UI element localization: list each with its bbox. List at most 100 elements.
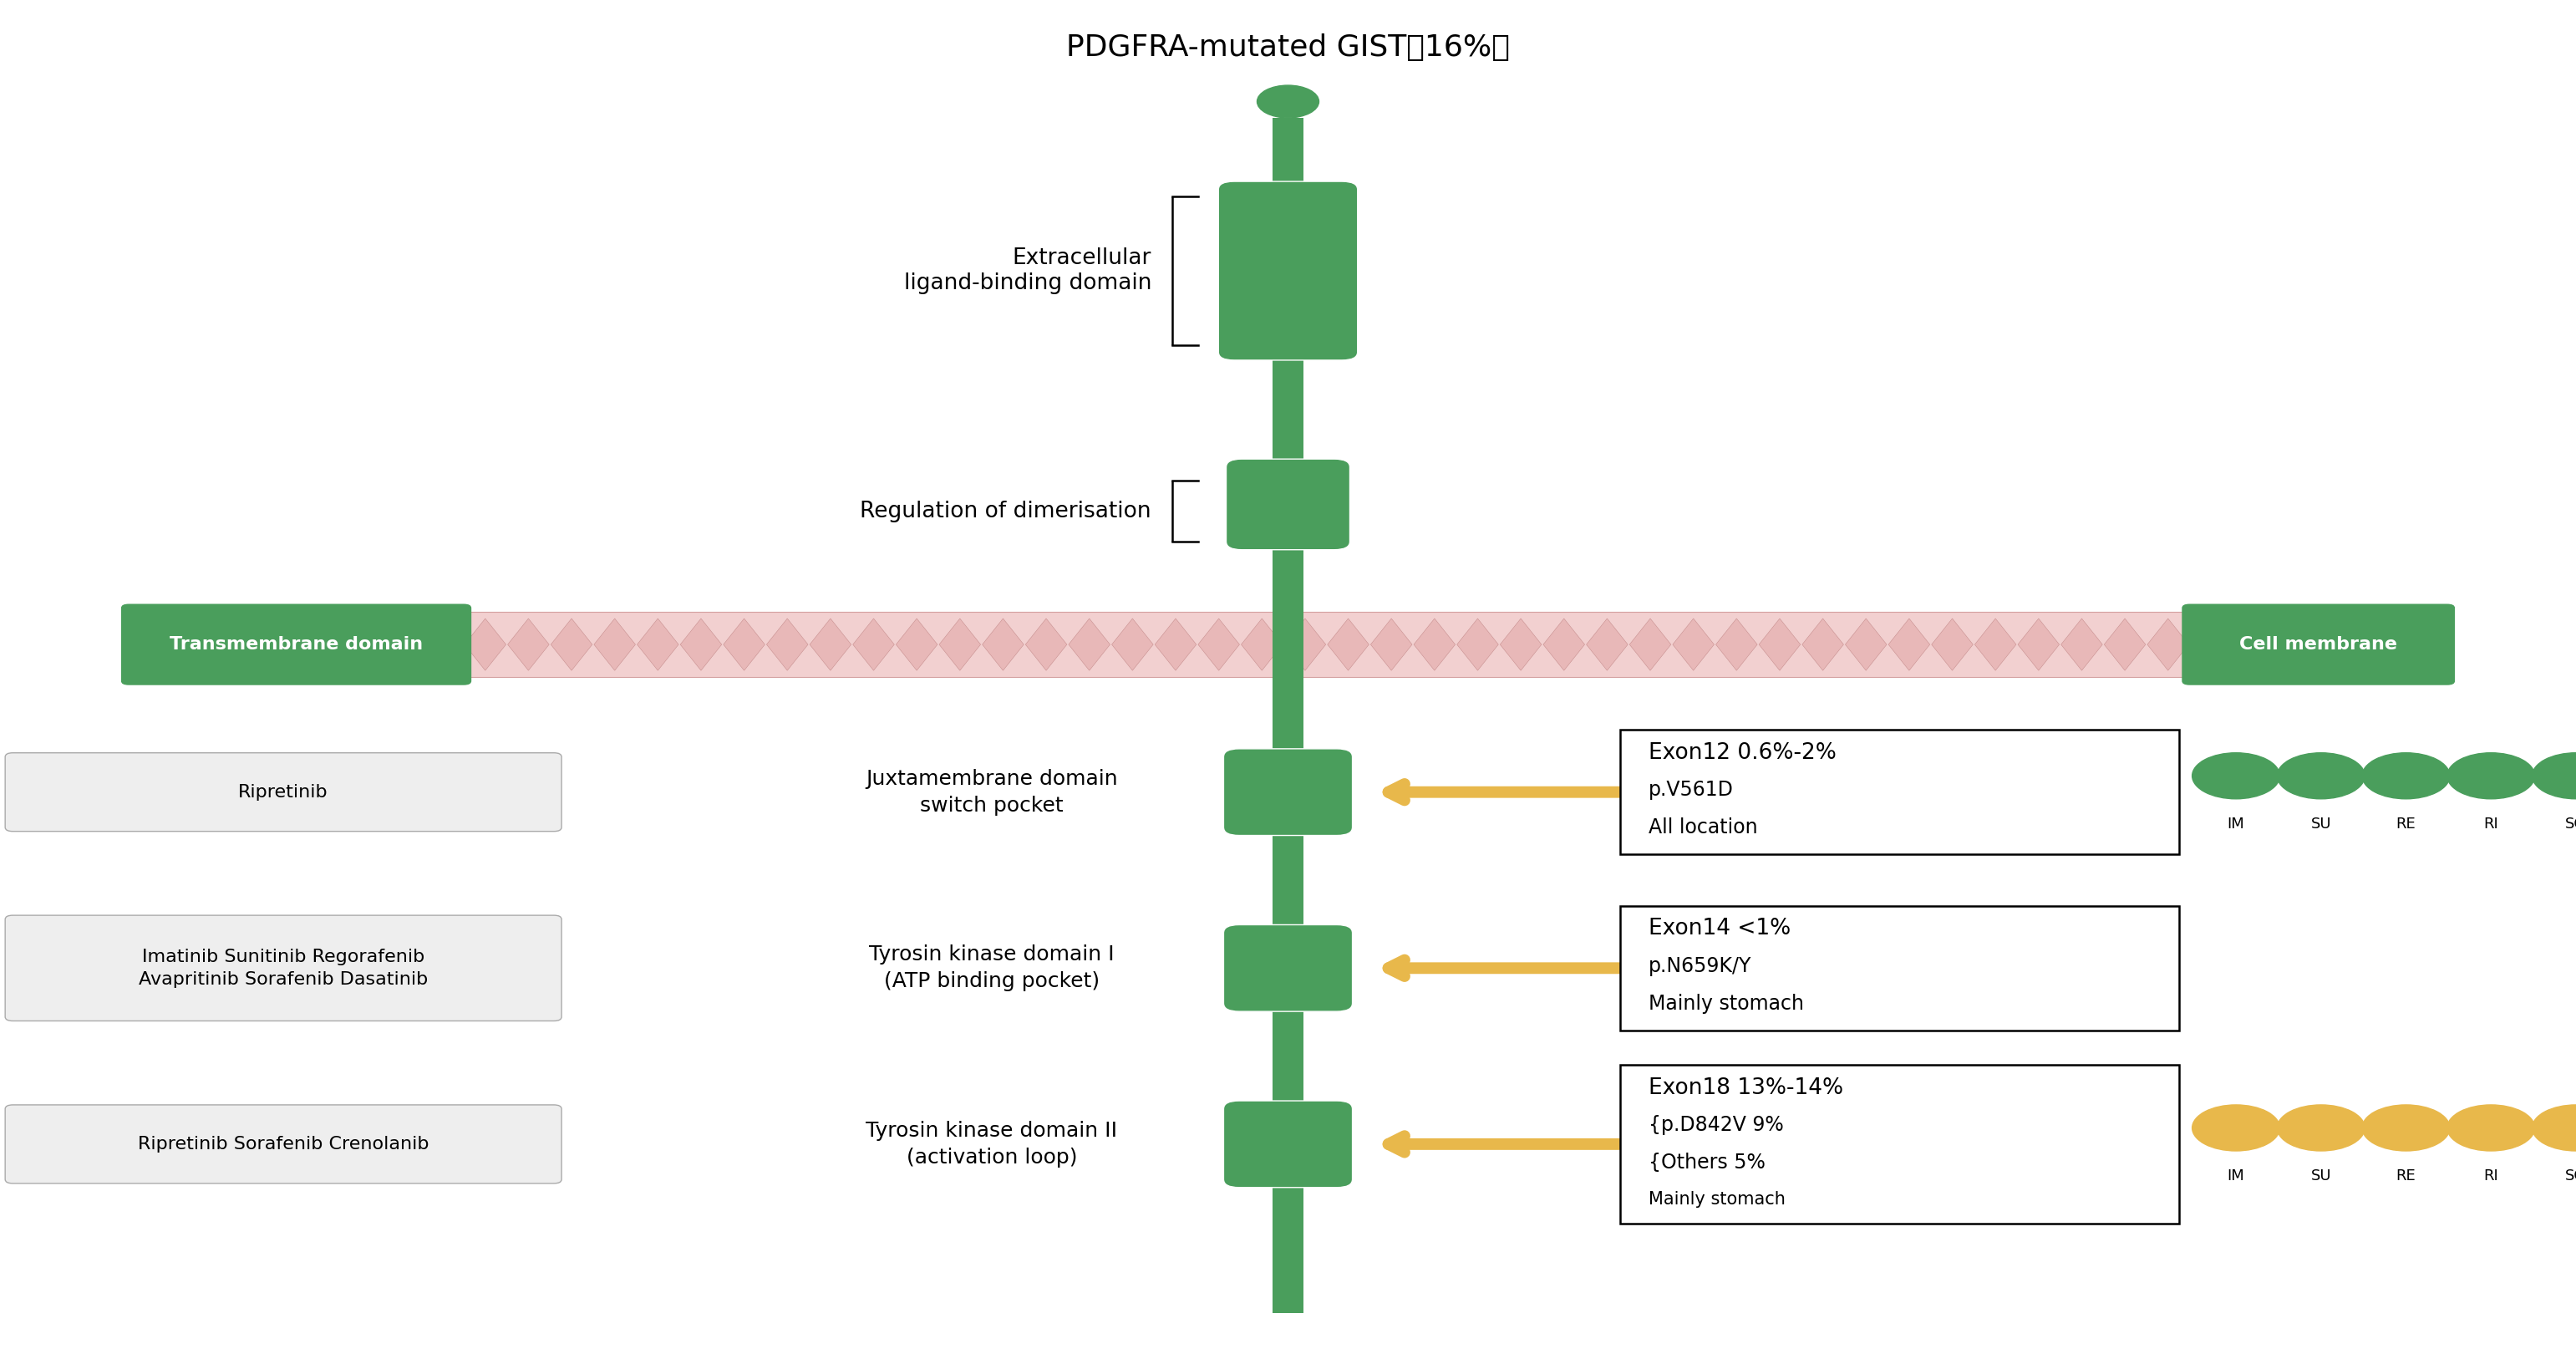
Polygon shape xyxy=(1543,619,1584,670)
Text: Transmembrane domain: Transmembrane domain xyxy=(170,636,422,653)
Polygon shape xyxy=(1587,619,1628,670)
Text: SU: SU xyxy=(2311,1169,2331,1183)
FancyBboxPatch shape xyxy=(1226,459,1350,550)
Text: Tyrosin kinase domain I
(ATP binding pocket): Tyrosin kinase domain I (ATP binding poc… xyxy=(868,945,1115,991)
Polygon shape xyxy=(1025,619,1066,670)
Polygon shape xyxy=(2105,619,2146,670)
Circle shape xyxy=(2362,753,2450,799)
Bar xyxy=(464,612,2190,677)
Polygon shape xyxy=(1888,619,1929,670)
FancyBboxPatch shape xyxy=(121,604,471,685)
Text: Ripretinib: Ripretinib xyxy=(240,784,327,800)
FancyBboxPatch shape xyxy=(1620,730,2179,854)
Text: {Others 5%: {Others 5% xyxy=(1649,1154,1765,1173)
Text: RI: RI xyxy=(2483,1169,2499,1183)
Polygon shape xyxy=(1458,619,1499,670)
Polygon shape xyxy=(2017,619,2058,670)
Polygon shape xyxy=(1672,619,1713,670)
FancyBboxPatch shape xyxy=(5,753,562,831)
FancyBboxPatch shape xyxy=(1620,906,2179,1030)
Polygon shape xyxy=(2061,619,2102,670)
Text: Ripretinib Sorafenib Crenolanib: Ripretinib Sorafenib Crenolanib xyxy=(137,1136,430,1152)
Text: RE: RE xyxy=(2396,1169,2416,1183)
Polygon shape xyxy=(940,619,981,670)
Polygon shape xyxy=(1154,619,1195,670)
Polygon shape xyxy=(853,619,894,670)
Polygon shape xyxy=(1932,619,1973,670)
Text: p.V561D: p.V561D xyxy=(1649,780,1734,800)
FancyBboxPatch shape xyxy=(1218,181,1358,360)
Circle shape xyxy=(1257,85,1319,118)
Circle shape xyxy=(2532,1105,2576,1151)
Text: IM: IM xyxy=(2228,1169,2244,1183)
Text: Juxtamembrane domain
switch pocket: Juxtamembrane domain switch pocket xyxy=(866,769,1118,815)
Text: Extracellular
ligand-binding domain: Extracellular ligand-binding domain xyxy=(904,248,1151,294)
Bar xyxy=(1273,612,1303,677)
Text: SU: SU xyxy=(2311,816,2331,831)
Polygon shape xyxy=(507,619,549,670)
Circle shape xyxy=(2447,1105,2535,1151)
Polygon shape xyxy=(1069,619,1110,670)
Text: {p.D842V 9%: {p.D842V 9% xyxy=(1649,1116,1783,1135)
Circle shape xyxy=(2362,1105,2450,1151)
Text: Regulation of dimerisation: Regulation of dimerisation xyxy=(860,500,1151,523)
Polygon shape xyxy=(1976,619,2017,670)
FancyBboxPatch shape xyxy=(5,915,562,1021)
Text: RI: RI xyxy=(2483,816,2499,831)
Text: Cell membrane: Cell membrane xyxy=(2239,636,2398,653)
Polygon shape xyxy=(1198,619,1239,670)
Circle shape xyxy=(2192,1105,2280,1151)
Polygon shape xyxy=(1716,619,1757,670)
Polygon shape xyxy=(981,619,1023,670)
Polygon shape xyxy=(1242,619,1283,670)
Polygon shape xyxy=(809,619,850,670)
Circle shape xyxy=(2277,1105,2365,1151)
Text: Tyrosin kinase domain II
(activation loop): Tyrosin kinase domain II (activation loo… xyxy=(866,1121,1118,1167)
Text: SO: SO xyxy=(2566,816,2576,831)
Text: Imatinib Sunitinib Regorafenib
Avapritinib Sorafenib Dasatinib: Imatinib Sunitinib Regorafenib Avapritin… xyxy=(139,949,428,987)
Text: Exon14 <1%: Exon14 <1% xyxy=(1649,918,1790,940)
Polygon shape xyxy=(1631,619,1672,670)
FancyBboxPatch shape xyxy=(1224,1101,1352,1187)
Text: PDGFRA-mutated GIST（16%）: PDGFRA-mutated GIST（16%） xyxy=(1066,34,1510,61)
FancyBboxPatch shape xyxy=(5,1105,562,1183)
Polygon shape xyxy=(1113,619,1154,670)
Text: Exon18 13%-14%: Exon18 13%-14% xyxy=(1649,1078,1844,1099)
FancyBboxPatch shape xyxy=(1620,1064,2179,1224)
Polygon shape xyxy=(724,619,765,670)
Circle shape xyxy=(2277,753,2365,799)
Bar xyxy=(1273,542,1303,612)
Text: IM: IM xyxy=(2228,816,2244,831)
Polygon shape xyxy=(896,619,938,670)
Circle shape xyxy=(2447,753,2535,799)
Circle shape xyxy=(2192,753,2280,799)
Polygon shape xyxy=(680,619,721,670)
Polygon shape xyxy=(1803,619,1844,670)
Polygon shape xyxy=(1844,619,1886,670)
Text: Exon12 0.6%-2%: Exon12 0.6%-2% xyxy=(1649,742,1837,764)
Bar xyxy=(1273,118,1303,190)
Polygon shape xyxy=(1499,619,1540,670)
Polygon shape xyxy=(551,619,592,670)
Bar xyxy=(1273,352,1303,467)
Polygon shape xyxy=(1285,619,1327,670)
FancyBboxPatch shape xyxy=(1224,749,1352,835)
Polygon shape xyxy=(1327,619,1368,670)
FancyBboxPatch shape xyxy=(2182,604,2455,685)
Polygon shape xyxy=(2148,619,2190,670)
Text: RE: RE xyxy=(2396,816,2416,831)
Polygon shape xyxy=(1370,619,1412,670)
Polygon shape xyxy=(1414,619,1455,670)
Text: All location: All location xyxy=(1649,818,1757,838)
Polygon shape xyxy=(464,619,505,670)
FancyBboxPatch shape xyxy=(1224,925,1352,1011)
Polygon shape xyxy=(636,619,677,670)
Text: Mainly stomach: Mainly stomach xyxy=(1649,994,1803,1014)
Bar xyxy=(1273,677,1303,1313)
Circle shape xyxy=(2532,753,2576,799)
Polygon shape xyxy=(768,619,809,670)
Polygon shape xyxy=(595,619,636,670)
Polygon shape xyxy=(1759,619,1801,670)
Text: p.N659K/Y: p.N659K/Y xyxy=(1649,956,1752,976)
Text: SO: SO xyxy=(2566,1169,2576,1183)
